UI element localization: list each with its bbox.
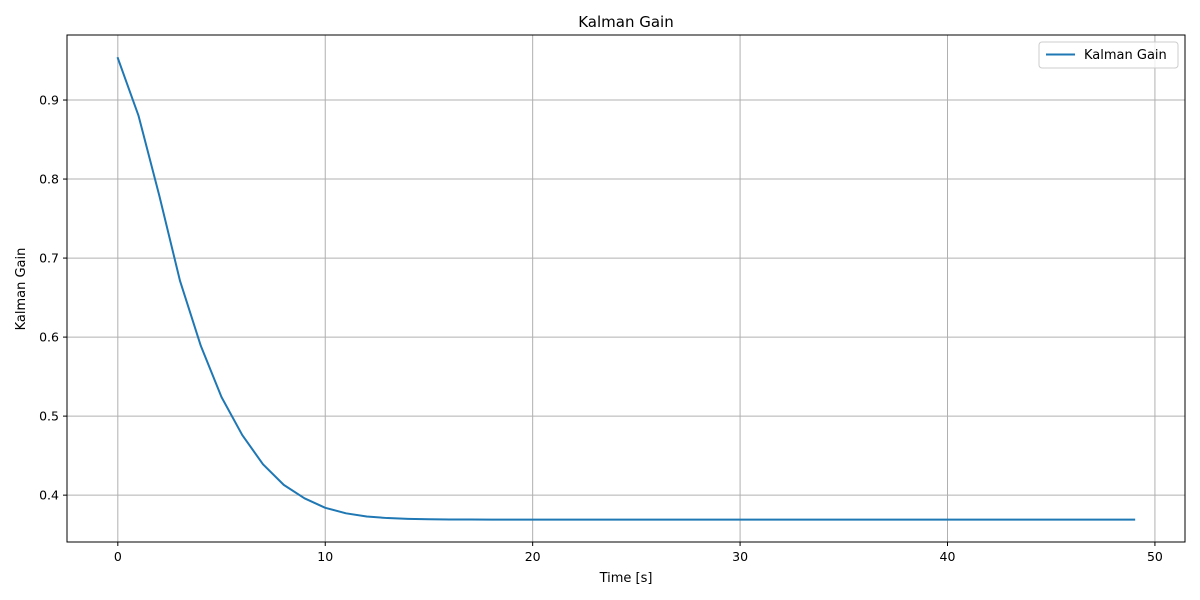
y-tick-label: 0.8 [39, 172, 59, 187]
legend-label: Kalman Gain [1084, 48, 1167, 63]
series-layer [116, 56, 1136, 521]
legend: Kalman Gain [1038, 41, 1179, 69]
x-tick-label: 40 [940, 549, 956, 564]
y-tick-label: 0.5 [39, 409, 59, 424]
axis-ticks: 0 10 20 30 40 50 0.4 0.5 0.6 0.7 0.8 0.9 [39, 93, 1163, 564]
series-line-kalman-gain [116, 56, 1136, 521]
x-tick-label: 50 [1147, 549, 1163, 564]
x-tick-label: 0 [114, 549, 122, 564]
y-tick-label: 0.7 [39, 251, 59, 266]
grid-lines [67, 35, 1185, 542]
x-tick-label: 20 [525, 549, 541, 564]
x-axis-label: Time [s] [599, 571, 653, 586]
x-tick-label: 30 [732, 549, 748, 564]
chart-title: Kalman Gain [578, 13, 674, 31]
y-tick-label: 0.9 [39, 93, 59, 108]
y-tick-label: 0.6 [39, 330, 59, 345]
legend-box [1038, 41, 1179, 69]
x-tick-label: 10 [317, 549, 333, 564]
plot-frame [66, 34, 1186, 543]
y-axis-label: Kalman Gain [14, 248, 29, 331]
y-tick-label: 0.4 [39, 488, 59, 503]
